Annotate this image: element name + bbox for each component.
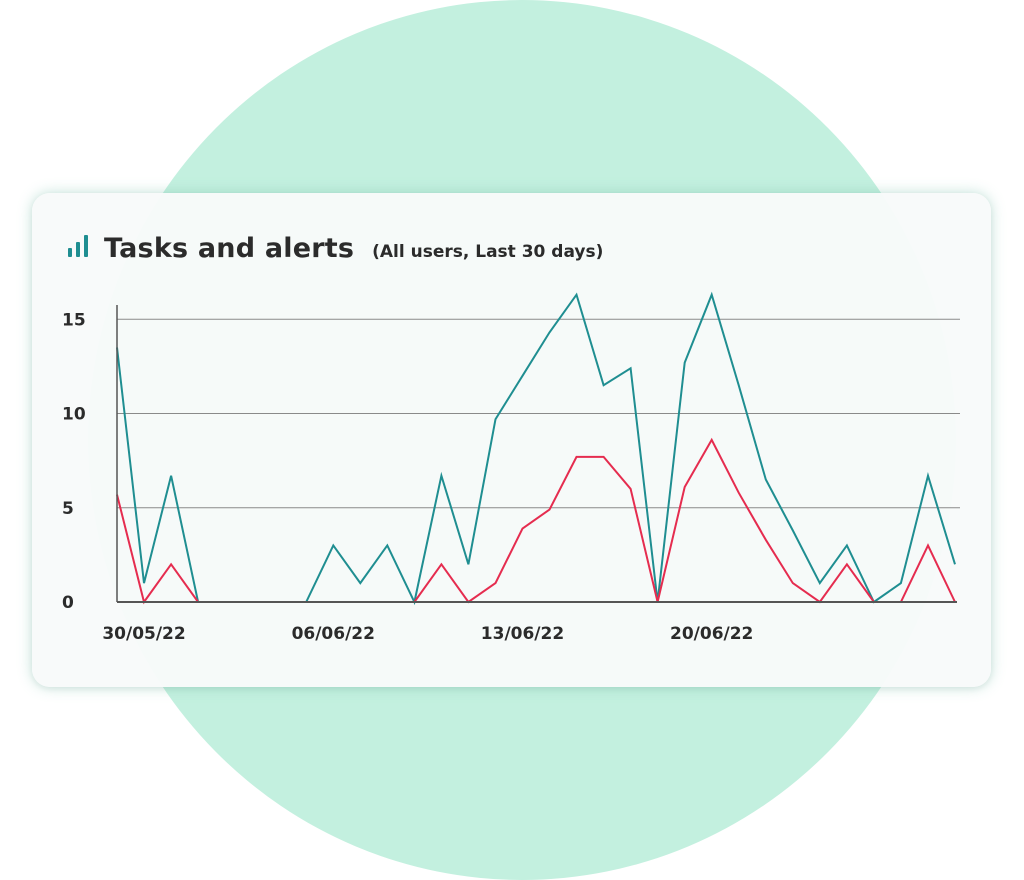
chart-gridlines [117, 318, 960, 509]
x-tick-label: 13/06/22 [481, 624, 564, 644]
tasks-series-line [116, 291, 956, 606]
y-tick-label: 10 [62, 405, 86, 425]
chart-card: Tasks and alerts (All users, Last 30 day… [32, 193, 991, 687]
x-axis-ticks: 30/05/22 06/06/22 13/06/22 20/06/22 [102, 624, 753, 644]
bar-chart-icon [68, 231, 90, 257]
chart-title: Tasks and alerts [104, 233, 355, 264]
y-tick-label: 15 [62, 310, 86, 330]
chart-axes [116, 305, 957, 603]
chart-series [116, 291, 956, 606]
y-tick-label: 0 [62, 593, 74, 613]
line-chart: 0 5 10 15 30/05/22 06/06/22 13/06/22 20/06/22 [62, 291, 960, 644]
x-tick-label: 30/05/22 [102, 624, 185, 644]
alerts-series-line [116, 437, 956, 605]
x-tick-label: 06/06/22 [292, 624, 375, 644]
y-tick-label: 5 [62, 499, 74, 519]
x-tick-label: 20/06/22 [670, 624, 753, 644]
chart-header: Tasks and alerts (All users, Last 30 day… [68, 231, 603, 264]
chart-subtitle: (All users, Last 30 days) [372, 242, 604, 262]
y-axis-ticks: 0 5 10 15 [62, 310, 86, 613]
